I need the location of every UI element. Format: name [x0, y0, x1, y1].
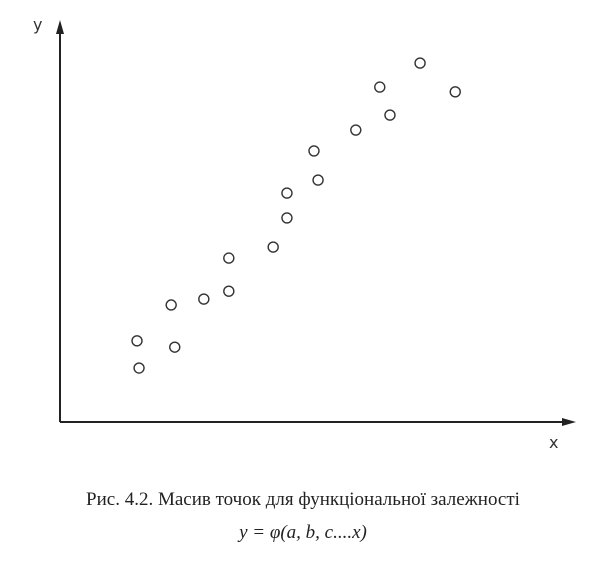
point [169, 341, 181, 353]
point [281, 187, 293, 199]
y-axis-arrow [56, 20, 64, 34]
point [308, 145, 320, 157]
point [165, 299, 177, 311]
point [384, 109, 396, 121]
point [281, 212, 293, 224]
x-axis-label: x [549, 433, 558, 452]
point [223, 252, 235, 264]
point [131, 335, 143, 347]
x-axis-arrow [562, 418, 576, 426]
caption: Рис. 4.2. Масив точок для функціональної… [86, 489, 520, 510]
point [267, 241, 279, 253]
point [133, 362, 145, 374]
point [350, 124, 362, 136]
formula: y = φ(a, b, c....x) [237, 522, 367, 543]
point [374, 81, 386, 93]
point [414, 57, 426, 69]
point [198, 293, 210, 305]
point [449, 86, 461, 98]
y-axis-label: y [33, 15, 42, 34]
point [223, 285, 235, 297]
point [312, 174, 324, 186]
